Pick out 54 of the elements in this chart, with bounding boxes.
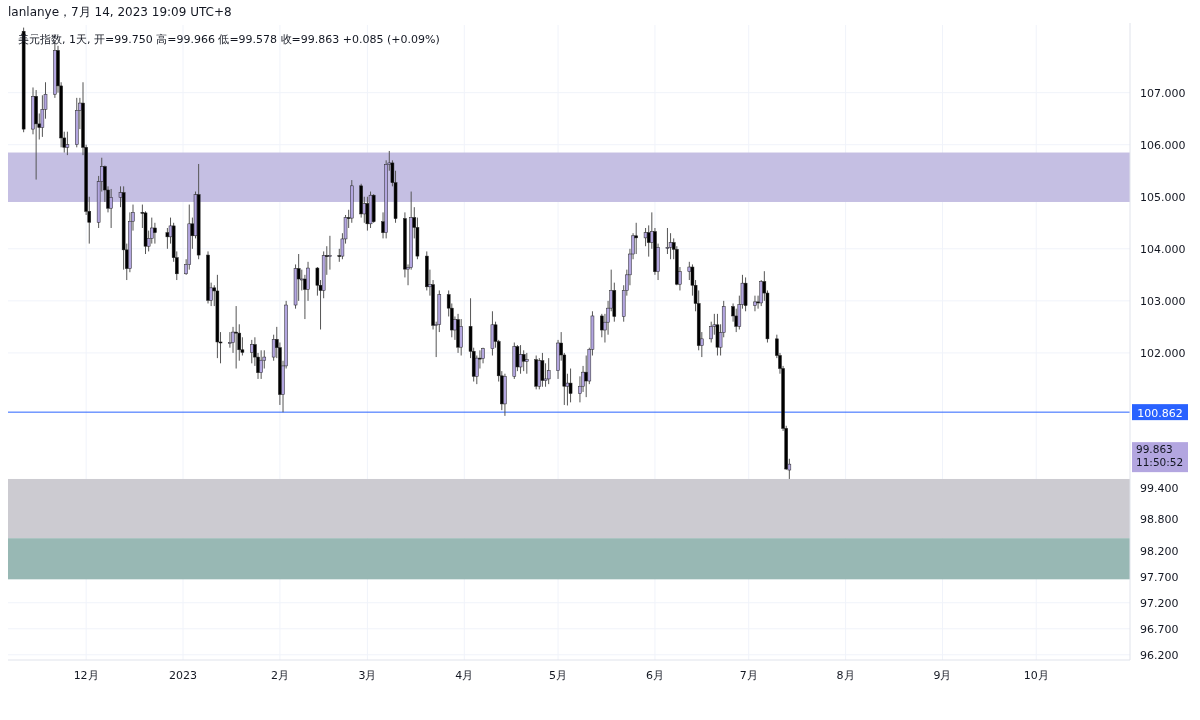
candlestick <box>65 131 70 156</box>
y-tick-label: 107.000 <box>1140 86 1186 100</box>
candlestick <box>250 339 254 364</box>
candlestick <box>165 227 170 250</box>
x-tick-label: 4月 <box>455 669 474 682</box>
candlestick <box>234 305 238 370</box>
candlestick <box>753 295 757 312</box>
candlestick <box>109 188 113 229</box>
x-tick-label: 12月 <box>73 669 99 682</box>
candlestick <box>568 368 573 403</box>
x-tick-label: 5月 <box>549 669 568 682</box>
y-tick-label: 105.000 <box>1140 190 1186 204</box>
candlestick <box>543 362 548 388</box>
y-tick-label: 98.800 <box>1140 513 1179 527</box>
candlestick <box>646 224 651 258</box>
y-tick-label: 96.200 <box>1140 648 1179 662</box>
candlestick <box>668 232 673 260</box>
ref-line-label: 100.862 <box>1137 406 1183 420</box>
y-tick-label: 104.000 <box>1140 242 1186 256</box>
candlestick <box>715 313 720 357</box>
y-tick-label: 99.400 <box>1140 482 1179 496</box>
candlestick <box>153 222 157 245</box>
y-tick-label: 106.000 <box>1140 138 1186 152</box>
candlestick <box>259 349 263 380</box>
text: 99.863 <box>1136 443 1173 456</box>
y-tick-label: 96.700 <box>1140 622 1179 636</box>
chart-title: lanlanye，7月 14, 2023 19:09 UTC+8 <box>8 5 232 19</box>
y-tick-label: 97.700 <box>1140 570 1179 584</box>
y-tick-label: 98.200 <box>1140 544 1179 558</box>
candlestick <box>328 235 332 271</box>
candlestick <box>521 349 526 372</box>
x-tick-label: 10月 <box>1023 669 1049 682</box>
candlestick <box>643 227 648 247</box>
candlestick <box>743 276 748 312</box>
candlestick <box>518 344 523 375</box>
candlestick <box>490 310 495 357</box>
y-tick-label: 102.000 <box>1140 346 1186 360</box>
x-tick-label: 2月 <box>270 669 289 682</box>
candlestick <box>634 222 638 255</box>
x-tick-label: 9月 <box>933 669 952 682</box>
y-tick-label: 103.000 <box>1140 294 1186 308</box>
candlestick <box>228 331 232 349</box>
text: 11:50:52 <box>1136 456 1184 469</box>
candlestick <box>525 352 529 375</box>
candlestick <box>296 253 301 302</box>
x-tick-label: 7月 <box>739 669 758 682</box>
candlestick <box>665 227 670 255</box>
x-tick-label: 3月 <box>358 669 377 682</box>
x-tick-label: 8月 <box>836 669 855 682</box>
candlestick <box>459 318 463 357</box>
x-tick-label: 2023 <box>169 669 198 682</box>
x-tick-label: 6月 <box>645 669 664 682</box>
candlestick <box>546 357 551 385</box>
y-tick-label: 97.200 <box>1140 596 1179 610</box>
